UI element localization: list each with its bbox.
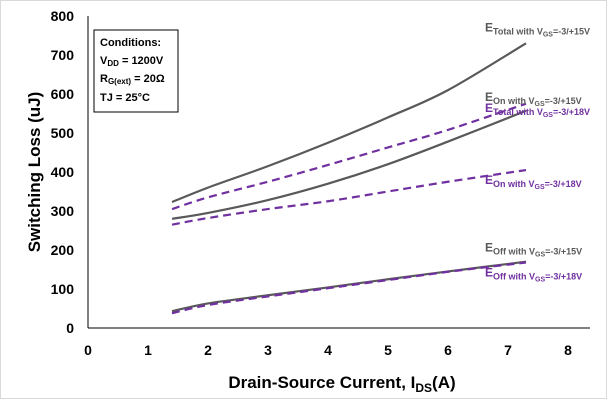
x-tick-label: 8 [564, 342, 572, 358]
y-tick-label: 700 [51, 47, 75, 63]
conditions-rg: RG(ext) = 20Ω [100, 73, 165, 86]
series-label-part: Off with V [493, 271, 535, 281]
y-tick-label: 200 [51, 242, 75, 258]
y-tick-labels: 0 100 200 300 400 500 600 700 800 [51, 8, 75, 336]
series-label-part: E [485, 241, 493, 255]
series-label: EOn with VGS=-3/+18V [485, 173, 582, 191]
series-label-part: Total with V [493, 26, 543, 36]
series-line [171, 102, 527, 211]
y-tick-label: 300 [51, 203, 75, 219]
series-label-part: =-3/+15V [545, 96, 582, 106]
vdd-main: V [100, 55, 108, 67]
series-label: EOff with VGS=-3/+15V [485, 241, 582, 259]
series-label-part: =-3/+15V [545, 247, 582, 257]
x-tick-label: 0 [84, 342, 92, 358]
series-label-part: Off with V [493, 247, 535, 257]
series-label-part: =-3/+18V [545, 179, 582, 189]
x-axis-title-sub: DS [415, 381, 432, 395]
series-label-part: GS [535, 184, 545, 191]
series-label: ETotal with VGS=-3/+18V [485, 101, 590, 119]
y-tick-label: 0 [66, 320, 74, 336]
series-label-part: Total with V [493, 107, 543, 117]
y-tick-label: 400 [51, 164, 75, 180]
vdd-sub: DD [107, 59, 119, 68]
x-axis-title-tail: (A) [432, 373, 456, 392]
x-tick-label: 5 [384, 342, 392, 358]
y-tick-label: 100 [51, 281, 75, 297]
series-label: ETotal with VGS=-3/+15V [485, 20, 590, 38]
x-tick-label: 3 [264, 342, 272, 358]
series-label: EOn with VGS=-3/+15V [485, 90, 582, 108]
rg-sub: G(ext) [108, 77, 131, 86]
y-axis-title: Switching Loss (uJ) [25, 92, 44, 253]
series-line [171, 168, 527, 226]
y-tick-label: 600 [51, 86, 75, 102]
x-tick-labels: 0 1 2 3 4 5 6 7 8 [84, 342, 572, 358]
series-label-part: GS [535, 252, 545, 259]
x-tick-label: 2 [204, 342, 212, 358]
x-tick-label: 1 [144, 342, 152, 358]
series-line [171, 109, 527, 220]
series-line [171, 42, 527, 204]
series-label-part: =-3/+18V [545, 271, 582, 281]
series-label-part: On with V [493, 96, 535, 106]
rg-tail: = 20Ω [131, 73, 165, 85]
series-label-part: GS [543, 31, 553, 38]
series-label-part: =-3/+18V [553, 107, 590, 117]
x-axis-title-main: Drain-Source Current, I [228, 373, 415, 392]
rg-main: R [100, 73, 108, 85]
series-label-part: GS [535, 276, 545, 283]
series-label-part: E [485, 90, 493, 104]
vdd-tail: = 1200V [119, 55, 164, 67]
series-label-part: E [485, 20, 493, 34]
series-lines [171, 42, 527, 315]
conditions-frame [93, 29, 179, 113]
y-tick-label: 800 [51, 8, 75, 24]
conditions-box: Conditions: VDD = 1200V RG(ext) = 20Ω TJ… [93, 29, 179, 113]
x-axis-title: Drain-Source Current, IDS(A) [228, 373, 455, 395]
x-tick-label: 6 [444, 342, 452, 358]
series-label-part: =-3/+15V [553, 26, 590, 36]
series-line [171, 261, 527, 315]
series-label-part: GS [535, 101, 545, 108]
series-label-part: E [485, 265, 493, 279]
series-label: EOff with VGS=-3/+18V [485, 265, 582, 283]
x-tick-label: 7 [504, 342, 512, 358]
conditions-tj: TJ = 25°C [100, 92, 150, 104]
series-label-part: GS [543, 112, 553, 119]
conditions-vdd: VDD = 1200V [100, 55, 164, 68]
series-label-part: On with V [493, 179, 535, 189]
series-label-part: E [485, 173, 493, 187]
conditions-title: Conditions: [100, 37, 161, 49]
y-tick-label: 500 [51, 125, 75, 141]
x-tick-label: 4 [324, 342, 332, 358]
series-label-part: E [485, 101, 493, 115]
